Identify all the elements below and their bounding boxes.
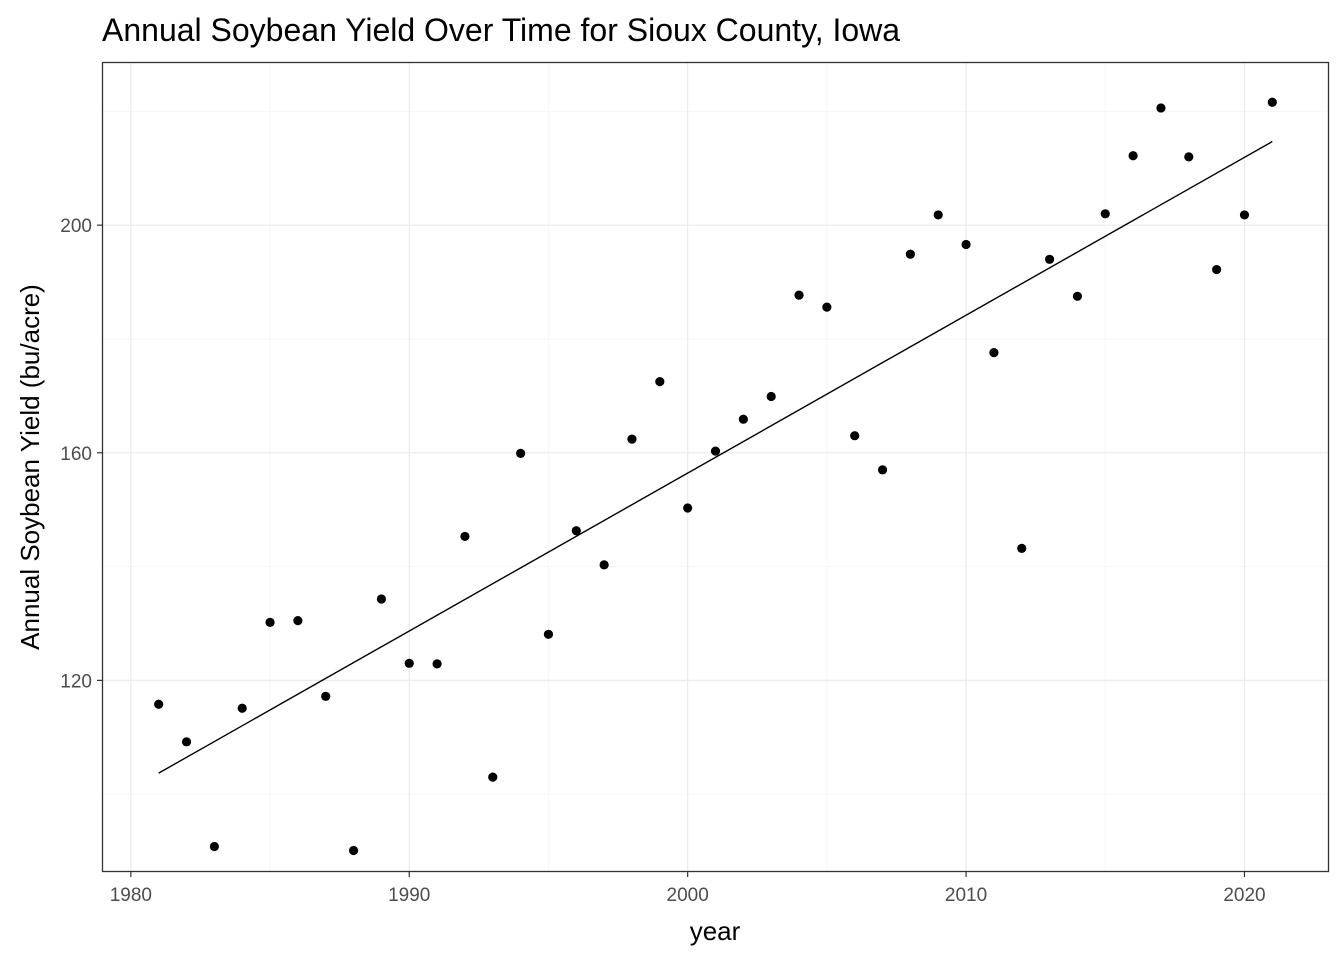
y-axis-title: Annual Soybean Yield (bu/acre) <box>15 284 45 650</box>
data-point <box>1017 543 1027 553</box>
data-point <box>265 617 275 627</box>
y-tick-label: 120 <box>60 671 92 692</box>
data-point <box>1044 254 1055 264</box>
data-point <box>543 629 554 639</box>
data-point <box>905 249 915 259</box>
data-point <box>1212 264 1222 275</box>
data-point <box>822 302 832 312</box>
trend-line <box>158 140 1273 774</box>
panel-border <box>101 61 1330 873</box>
data-point <box>181 737 192 747</box>
x-tick-label: 1990 <box>388 885 430 906</box>
chart-title: Annual Soybean Yield Over Time for Sioux… <box>102 12 900 48</box>
data-point <box>321 691 331 701</box>
data-point <box>877 465 888 475</box>
data-point <box>516 448 526 458</box>
data-point <box>1184 152 1194 162</box>
data-point <box>293 616 303 626</box>
data-point <box>209 841 219 852</box>
data-point <box>348 845 359 856</box>
data-point <box>432 659 442 669</box>
x-tick-label: 2000 <box>667 885 709 906</box>
x-axis-title: year <box>690 916 741 946</box>
data-point <box>154 699 164 709</box>
data-point <box>710 446 721 456</box>
data-point <box>933 210 943 220</box>
data-point <box>961 239 971 250</box>
data-point <box>627 434 637 444</box>
data-point <box>989 348 999 358</box>
data-point <box>599 560 609 570</box>
y-axis: 120 160 200 <box>60 216 103 692</box>
data-point <box>1239 210 1250 220</box>
y-tick-label: 200 <box>60 216 92 237</box>
y-tick-label: 160 <box>60 444 92 465</box>
data-point <box>460 531 470 542</box>
data-point <box>376 594 387 604</box>
x-axis: 1980 1990 2000 2010 2020 <box>110 871 1266 906</box>
data-point <box>766 391 776 402</box>
data-point <box>655 377 665 387</box>
trend-line-group <box>158 140 1273 774</box>
data-point <box>683 503 693 513</box>
data-point <box>850 431 860 441</box>
data-point <box>237 703 247 713</box>
data-point <box>1100 209 1110 219</box>
x-tick-label: 1980 <box>110 885 152 906</box>
data-point <box>1072 291 1083 301</box>
data-point <box>571 526 581 536</box>
grid-lines <box>103 63 1328 871</box>
data-point <box>738 414 748 424</box>
x-tick-label: 2010 <box>945 885 987 906</box>
x-tick-label: 2020 <box>1223 885 1265 906</box>
data-points <box>154 97 1277 856</box>
data-point <box>1128 151 1138 161</box>
data-point <box>488 772 498 782</box>
data-point <box>404 658 414 668</box>
data-point <box>794 290 804 300</box>
data-point <box>1156 103 1166 113</box>
data-point <box>1267 97 1277 107</box>
